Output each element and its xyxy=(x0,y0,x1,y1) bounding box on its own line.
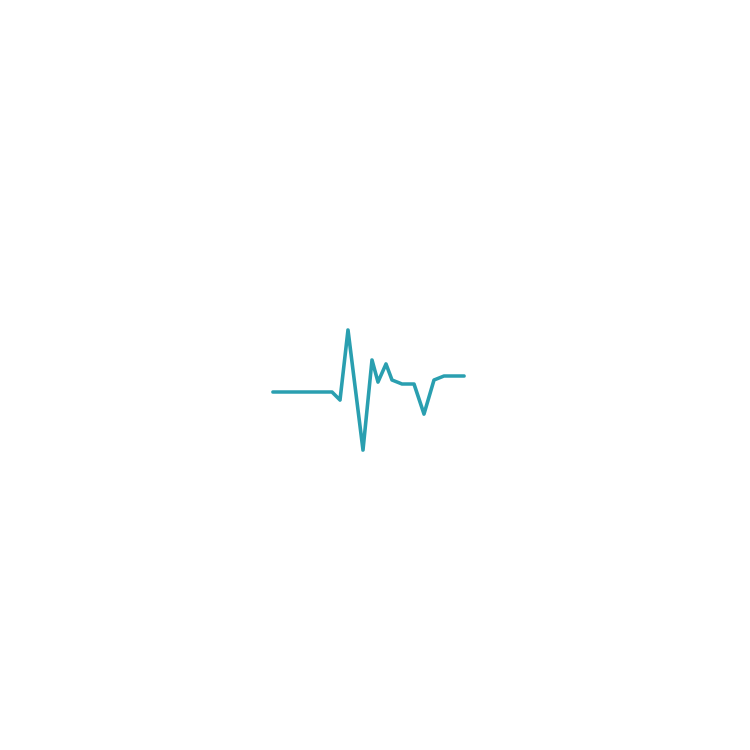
heartbeat-pulse-graphic xyxy=(268,322,468,462)
heartbeat-pulse-icon xyxy=(268,322,468,462)
pulse-line xyxy=(273,330,464,450)
